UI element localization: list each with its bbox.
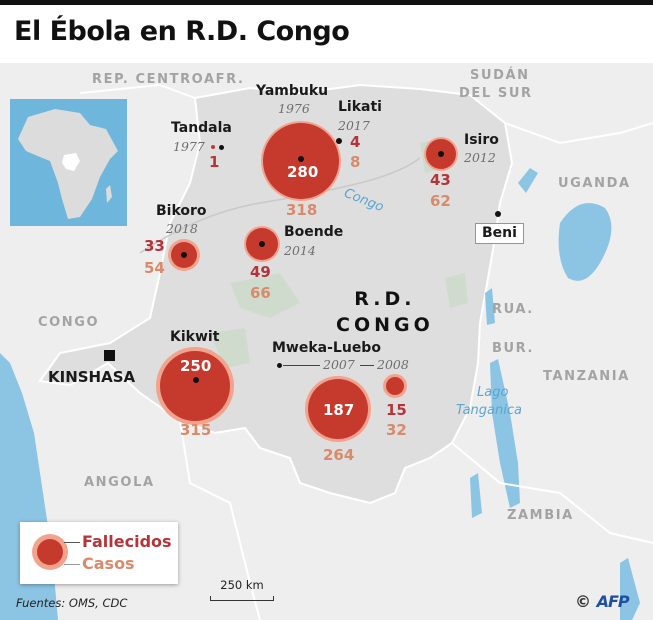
tandala-bubble[interactable] xyxy=(211,145,215,149)
tandala-year: 1977 xyxy=(173,139,205,154)
mweka-year-a: 2007 xyxy=(323,357,355,372)
africa-locator-inset xyxy=(10,99,127,226)
sources: Fuentes: OMS, CDC xyxy=(16,596,128,610)
boende-cases: 66 xyxy=(250,284,271,302)
mweka-2008-bubble[interactable] xyxy=(386,377,404,395)
bikoro-dot-icon xyxy=(181,252,187,258)
bikoro-year: 2018 xyxy=(166,221,198,236)
mweka-name: Mweka-Luebo xyxy=(272,340,381,356)
mweka-2007-bubble[interactable] xyxy=(308,379,368,439)
bikoro-cases: 54 xyxy=(144,259,165,277)
label-lake-2: Tanganica xyxy=(456,403,522,418)
mweka-2007-cases: 264 xyxy=(323,446,355,464)
boende-dot-icon xyxy=(259,241,265,247)
mweka-year-b: 2008 xyxy=(377,357,409,372)
label-burundi: BUR. xyxy=(492,341,535,356)
label-car: REP. CENTROAFR. xyxy=(92,72,245,87)
likati-deaths: 4 xyxy=(350,133,361,151)
kikwit-deaths: 250 xyxy=(180,357,212,375)
tandala-deaths: 1 xyxy=(209,153,220,171)
label-south-sudan-2: DEL SUR xyxy=(459,86,533,101)
tandala-name: Tandala xyxy=(171,120,232,136)
label-beni: Beni xyxy=(475,223,524,244)
yambuku-year: 1976 xyxy=(278,101,310,116)
africa-silhouette-icon xyxy=(18,109,118,219)
page-title: El Ébola en R.D. Congo xyxy=(14,16,350,47)
label-drc-line-1: R.D. xyxy=(354,288,416,310)
boende-deaths: 49 xyxy=(250,263,271,281)
isiro-cases: 62 xyxy=(430,192,451,210)
label-rwanda: RUA. xyxy=(492,302,534,317)
yambuku-dot-icon xyxy=(298,156,304,162)
mweka-leader-line xyxy=(283,365,320,366)
likati-dot-icon xyxy=(336,138,342,144)
label-lake-1: Lago xyxy=(477,385,509,400)
legend: Fallecidos Casos xyxy=(20,522,178,584)
mweka-year-connector xyxy=(360,365,374,366)
beni-dot-icon xyxy=(495,211,501,217)
likati-cases: 8 xyxy=(350,153,361,171)
boende-year: 2014 xyxy=(284,243,316,258)
legend-deaths-label: Fallecidos xyxy=(82,532,172,551)
yambuku-deaths: 280 xyxy=(287,163,319,181)
label-drc: R.D. CONGO xyxy=(336,286,434,338)
isiro-year: 2012 xyxy=(464,150,496,165)
scale-bar xyxy=(210,596,274,601)
bikoro-name: Bikoro xyxy=(156,203,207,219)
kikwit-dot-icon xyxy=(193,377,199,383)
kikwit-bubble[interactable] xyxy=(160,351,230,421)
mweka-2008-deaths: 15 xyxy=(386,401,407,419)
isiro-name: Isiro xyxy=(464,132,499,148)
boende-name: Boende xyxy=(284,224,344,240)
afp-logo: AFP xyxy=(596,592,630,611)
scale-label: 250 km xyxy=(220,578,264,592)
label-tanzania: TANZANIA xyxy=(543,369,630,384)
tandala-dot-icon xyxy=(219,145,224,150)
label-south-sudan-1: SUDÁN xyxy=(470,68,530,83)
label-angola: ANGOLA xyxy=(84,475,155,490)
legend-deaths-circle-icon xyxy=(37,539,63,565)
likati-name: Likati xyxy=(338,99,382,115)
top-rule xyxy=(0,0,653,5)
label-kinshasa: KINSHASA xyxy=(48,368,136,386)
isiro-deaths: 43 xyxy=(430,171,451,189)
map: REP. CENTROAFR. SUDÁN DEL SUR UGANDA CON… xyxy=(0,63,653,620)
mweka-dot-icon xyxy=(277,363,282,368)
isiro-dot-icon xyxy=(438,151,444,157)
label-drc-line-2: CONGO xyxy=(336,314,434,336)
yambuku-name: Yambuku xyxy=(256,83,329,99)
label-congo: CONGO xyxy=(38,315,100,330)
likati-year: 2017 xyxy=(338,118,370,133)
kikwit-cases: 315 xyxy=(180,421,212,439)
copyright-icon: © xyxy=(575,592,591,611)
label-uganda: UGANDA xyxy=(558,176,631,191)
capital-square-icon xyxy=(104,350,115,361)
yambuku-cases: 318 xyxy=(286,201,318,219)
mweka-2008-cases: 32 xyxy=(386,421,407,439)
legend-deaths-leader xyxy=(64,542,80,543)
kikwit-name: Kikwit xyxy=(170,329,220,345)
mweka-2007-deaths: 187 xyxy=(323,401,355,419)
label-zambia: ZAMBIA xyxy=(507,508,574,523)
legend-cases-leader xyxy=(64,564,80,565)
legend-cases-label: Casos xyxy=(82,554,135,573)
credit: © AFP xyxy=(575,592,630,611)
bikoro-deaths: 33 xyxy=(144,237,165,255)
